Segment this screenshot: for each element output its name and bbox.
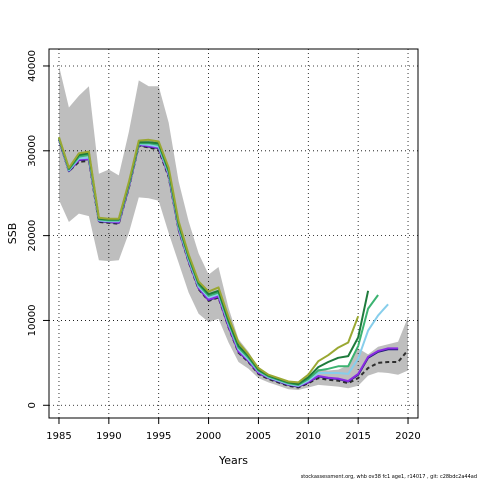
x-tick-label: 2005 [246, 431, 271, 442]
x-tick-label: 1995 [146, 431, 171, 442]
y-axis-title: SSB [6, 223, 19, 245]
y-tick-label: 30000 [27, 135, 38, 167]
y-tick-label: 40000 [27, 50, 38, 82]
axis-layer: 1985 1990 1995 2000 2005 2010 2015 2020 0 10000 20… [27, 50, 421, 442]
y-tick-label: 20000 [27, 220, 38, 252]
y-tick-label: 0 [27, 402, 38, 408]
x-tick-label: 2015 [345, 431, 370, 442]
x-tick-label: 2010 [296, 431, 321, 442]
series-layer [58, 136, 409, 389]
x-tick-label: 1990 [96, 431, 121, 442]
grid-layer [49, 49, 418, 418]
plot-frame [48, 48, 419, 419]
x-tick-label: 1985 [46, 431, 71, 442]
x-tick-label: 2000 [196, 431, 221, 442]
y-tick-label: 10000 [27, 305, 38, 337]
footer-note: stockassessment.org, whb ov38 fc1 age1, … [301, 474, 477, 480]
series-line-6 [58, 136, 360, 384]
x-tick-label: 2020 [395, 431, 420, 442]
x-axis-title: Years [218, 454, 248, 467]
